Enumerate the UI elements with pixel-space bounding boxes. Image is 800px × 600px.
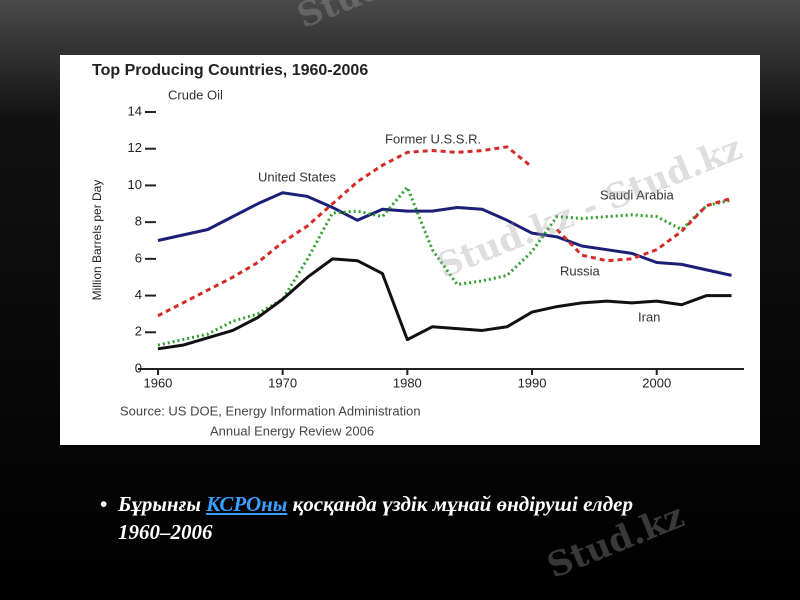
- y-tick-label: 4: [135, 287, 142, 302]
- chart-subtitle: Crude Oil: [168, 87, 223, 102]
- source: Source: US DOE, Energy Information Admin…: [120, 403, 421, 418]
- watermark: Stud.kz - Stud.kz: [292, 0, 608, 37]
- series-line: [157, 257, 732, 351]
- series-label: Russia: [560, 263, 601, 278]
- series-line: [157, 191, 732, 277]
- y-tick-label: 6: [135, 250, 142, 265]
- series-label: Former U.S.S.R.: [385, 131, 481, 146]
- y-tick-label: 8: [135, 214, 142, 229]
- series-label: Iran: [638, 309, 660, 324]
- caption-text: қосқанда үздік мұнай өндіруші елдер 1960…: [118, 492, 633, 544]
- caption-link[interactable]: КСРОны: [206, 492, 288, 516]
- source: Annual Energy Review 2006: [210, 423, 374, 438]
- series-label: United States: [258, 169, 337, 184]
- y-tick-label: 12: [128, 140, 142, 155]
- bullet: •: [100, 492, 108, 516]
- y-tick-label: 10: [128, 177, 142, 192]
- caption: • Бұрынғы КСРОны қосқанда үздік мұнай өнд…: [100, 490, 678, 546]
- x-tick-label: 2000: [642, 375, 671, 390]
- caption-text: Бұрынғы: [118, 492, 207, 516]
- y-tick-label: 0: [135, 360, 142, 375]
- x-tick-label: 1980: [393, 375, 422, 390]
- x-tick-label: 1970: [268, 375, 297, 390]
- series-line: [157, 145, 533, 318]
- series-line: [157, 185, 732, 347]
- series-line: [555, 196, 732, 263]
- y-tick-label: 14: [128, 103, 142, 118]
- chart-panel: [60, 55, 760, 445]
- y-axis-label: Million Barrels per Day: [90, 180, 104, 301]
- x-tick-label: 1960: [143, 375, 172, 390]
- y-tick-label: 2: [135, 324, 142, 339]
- chart-title: Top Producing Countries, 1960-2006: [92, 62, 368, 79]
- x-tick-label: 1990: [518, 375, 547, 390]
- series-label: Saudi Arabia: [600, 187, 674, 202]
